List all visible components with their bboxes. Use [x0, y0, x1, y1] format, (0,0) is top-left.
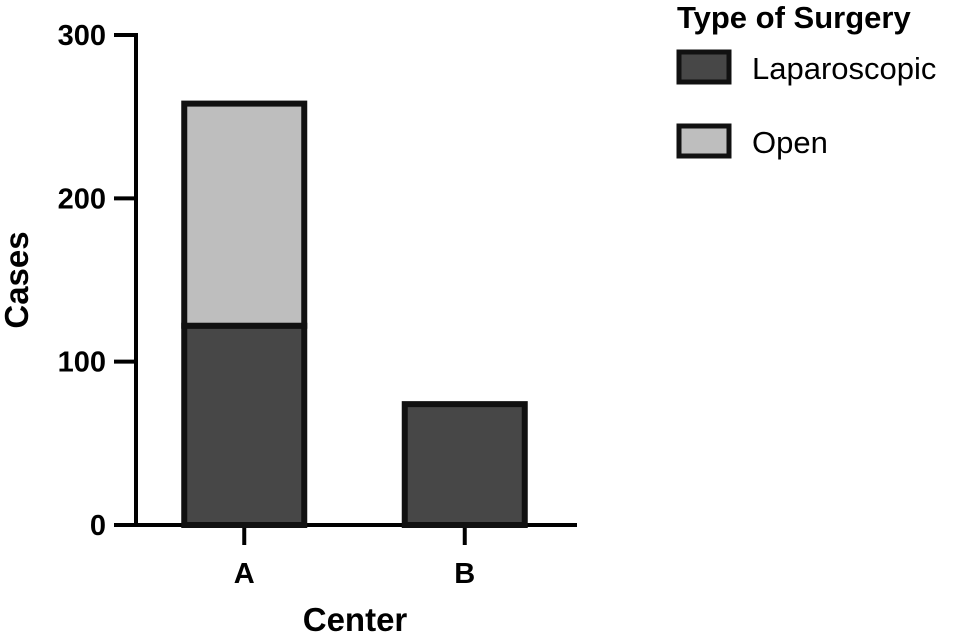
bar-laparoscopic-a: [181, 322, 308, 528]
y-tick-label: 200: [58, 183, 106, 215]
y-axis: 0 100 200 300: [58, 20, 138, 542]
y-axis-title: Cases: [0, 231, 35, 328]
legend-title: Type of Surgery: [677, 0, 911, 35]
bar-open-a: [181, 100, 308, 329]
y-tick-label: 300: [58, 20, 106, 52]
y-tick-label: 100: [58, 347, 106, 379]
bar-laparoscopic-b: [401, 401, 528, 528]
legend-swatch-laparoscopic: [676, 49, 732, 85]
legend-label-laparoscopic: Laparoscopic: [752, 51, 936, 86]
x-tick-label: B: [454, 558, 475, 590]
y-tick-label: 0: [90, 510, 106, 542]
legend-swatch-open: [676, 123, 732, 159]
legend-label-open: Open: [752, 125, 828, 160]
x-axis-title: Center: [303, 601, 408, 633]
x-tick-label: A: [234, 558, 255, 590]
bars: [181, 100, 528, 528]
legend: Type of Surgery Laparoscopic Open: [676, 0, 936, 160]
